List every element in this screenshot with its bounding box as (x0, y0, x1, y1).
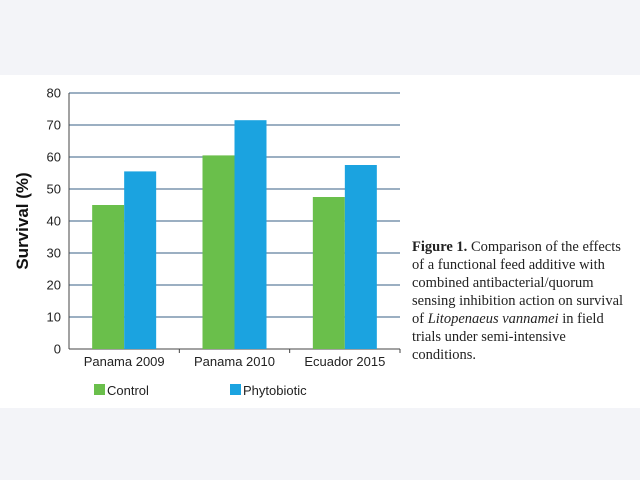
bar (202, 155, 235, 349)
y-axis-label: Survival (%) (13, 172, 32, 269)
legend-swatch (230, 384, 241, 395)
y-tick-label: 60 (47, 150, 61, 165)
x-tick-label: Panama 2010 (194, 354, 275, 369)
y-tick-label: 30 (47, 246, 61, 261)
y-tick-label: 80 (47, 86, 61, 101)
x-tick-label: Ecuador 2015 (304, 354, 385, 369)
legend-label: Phytobiotic (243, 383, 307, 398)
bar (312, 197, 345, 349)
figure-caption: Figure 1. Comparison of the effects of a… (412, 238, 627, 364)
figure-panel: 0 10 20 30 40 50 60 70 80 Panama 2009 Panama 2010 E… (0, 75, 640, 408)
bar (124, 171, 157, 349)
legend-label: Control (107, 383, 149, 398)
bar (344, 165, 377, 349)
caption-label: Figure 1. (412, 239, 468, 255)
y-tick-label: 20 (47, 278, 61, 293)
y-tick-label: 10 (47, 310, 61, 325)
legend-swatch (94, 384, 105, 395)
caption-text-before: Comparison of the effects of a functiona… (412, 239, 624, 327)
x-tick-label: Panama 2009 (84, 354, 165, 369)
bar (234, 120, 267, 349)
caption-species: Litopenaeus vannamei (427, 311, 559, 327)
caption-text-after: in field trials under semi-intensive con… (412, 311, 604, 363)
bar-chart: 0 10 20 30 40 50 60 70 80 Panama 2009 Panama 2010 E… (13, 86, 401, 398)
y-tick-label: 40 (47, 214, 61, 229)
y-tick-label: 0 (54, 342, 61, 357)
bar (92, 205, 125, 349)
y-tick-label: 50 (47, 182, 61, 197)
y-tick-label: 70 (47, 118, 61, 133)
